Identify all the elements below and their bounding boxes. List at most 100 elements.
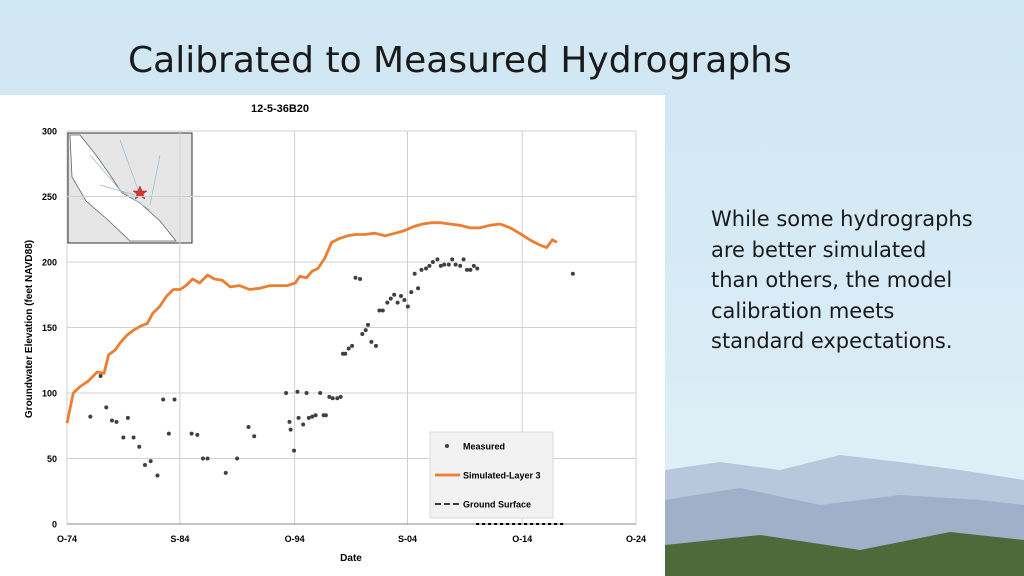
data-point xyxy=(287,419,292,424)
x-tick-label: O-94 xyxy=(285,534,305,544)
legend-label: Measured xyxy=(463,442,505,452)
slide-title: Calibrated to Measured Hydrographs xyxy=(128,40,792,81)
data-point xyxy=(304,391,309,395)
data-point xyxy=(301,422,306,427)
data-point xyxy=(450,257,455,262)
data-point xyxy=(104,405,109,410)
data-point xyxy=(385,300,390,305)
legend-label: Simulated-Layer 3 xyxy=(463,471,541,481)
data-point xyxy=(416,286,421,291)
data-point xyxy=(109,418,114,423)
data-point xyxy=(338,394,343,399)
data-point xyxy=(323,413,328,418)
data-point xyxy=(246,425,251,430)
data-point xyxy=(471,263,476,268)
data-point xyxy=(288,427,293,432)
data-point xyxy=(438,263,443,268)
y-tick-label: 250 xyxy=(42,192,57,202)
data-point xyxy=(155,473,160,478)
data-point xyxy=(435,257,440,262)
data-point xyxy=(189,431,194,436)
data-point xyxy=(313,413,318,418)
data-point xyxy=(353,275,358,280)
data-point xyxy=(295,389,300,394)
x-tick-label: S-84 xyxy=(170,534,189,544)
data-point xyxy=(363,328,368,333)
y-tick-label: 200 xyxy=(42,258,57,268)
data-point xyxy=(377,308,382,313)
data-point xyxy=(430,260,435,264)
data-point xyxy=(402,297,407,302)
y-tick-label: 300 xyxy=(42,127,57,137)
body-text: While some hydrographs are better simulat… xyxy=(711,204,973,357)
data-point xyxy=(330,396,335,401)
data-point xyxy=(358,277,363,282)
body-line: standard expectations. xyxy=(711,329,953,353)
data-point xyxy=(465,267,470,272)
data-point xyxy=(380,308,385,313)
data-point xyxy=(292,448,297,453)
data-point xyxy=(461,257,466,262)
data-point xyxy=(205,456,210,461)
data-point xyxy=(405,304,410,309)
data-point xyxy=(223,470,228,475)
y-tick-label: 150 xyxy=(42,323,57,333)
data-point xyxy=(395,300,400,305)
data-point xyxy=(121,435,126,440)
body-line: are better simulated xyxy=(711,237,927,262)
data-point xyxy=(388,296,393,301)
data-point xyxy=(412,271,417,276)
body-line: calibration meets xyxy=(711,298,895,323)
y-axis-label: Groundwater Elevation (feet NAVD88) xyxy=(24,240,35,418)
data-point xyxy=(306,415,311,420)
body-line: While some hydrographs xyxy=(711,207,973,231)
data-point xyxy=(310,414,315,419)
data-point xyxy=(200,456,205,461)
data-line xyxy=(65,221,558,424)
data-point xyxy=(142,463,147,468)
data-point xyxy=(114,419,119,424)
data-point xyxy=(161,397,166,402)
data-point xyxy=(360,332,365,337)
data-point xyxy=(98,373,103,378)
chart: 12-5-36B20 Date Groundwater Elevation (f… xyxy=(0,95,665,576)
x-tick-label: O-24 xyxy=(626,534,646,544)
legend: Measured Simulated-Layer 3 Ground Surface xyxy=(429,431,554,519)
data-point xyxy=(131,435,136,440)
x-tick-label: O-74 xyxy=(57,534,77,544)
body-line: than others, the model xyxy=(711,268,953,292)
data-point xyxy=(442,262,447,267)
data-point xyxy=(235,456,240,461)
data-point xyxy=(318,391,323,395)
x-tick-label: S-04 xyxy=(398,534,417,544)
data-point xyxy=(369,339,374,344)
data-point xyxy=(137,444,142,449)
legend-box xyxy=(429,431,554,519)
y-tick-label: 0 xyxy=(52,520,57,530)
data-point xyxy=(166,431,171,436)
data-point xyxy=(475,266,480,271)
data-point xyxy=(335,396,340,401)
x-axis-label: Date xyxy=(340,553,362,564)
data-point xyxy=(424,266,429,271)
data-point xyxy=(419,267,424,272)
data-point xyxy=(327,394,332,399)
data-point xyxy=(88,414,93,419)
y-tick-label: 100 xyxy=(42,389,57,399)
chart-title: 12-5-36B20 xyxy=(251,103,309,115)
data-point xyxy=(125,415,130,420)
data-point xyxy=(458,263,463,268)
data-point xyxy=(346,346,351,351)
data-point xyxy=(392,292,397,297)
data-point xyxy=(453,262,458,267)
data-point xyxy=(350,343,355,348)
data-point xyxy=(446,262,451,267)
legend-label: Ground Surface xyxy=(463,500,531,510)
data-point xyxy=(570,271,575,276)
data-point xyxy=(343,351,348,356)
data-point xyxy=(148,459,153,464)
inset-map xyxy=(67,132,193,244)
legend-symbol xyxy=(445,444,449,448)
data-point xyxy=(172,397,177,402)
